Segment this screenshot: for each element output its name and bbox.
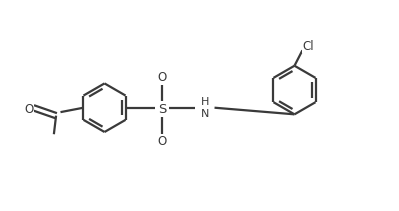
Text: O: O bbox=[24, 103, 33, 116]
Text: Cl: Cl bbox=[303, 39, 314, 53]
Text: S: S bbox=[158, 103, 166, 116]
Text: O: O bbox=[157, 135, 166, 147]
Text: H
N: H N bbox=[201, 97, 209, 119]
Text: O: O bbox=[157, 71, 166, 84]
